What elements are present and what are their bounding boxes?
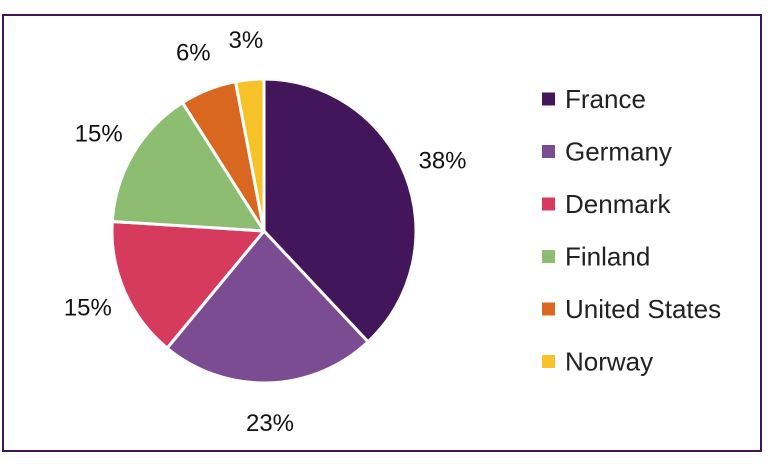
percent-label-finland: 15%: [75, 120, 123, 147]
legend-label-norway: Norway: [565, 347, 653, 377]
pie-slice-france: [262, 77, 418, 344]
legend-swatch-norway: [542, 355, 555, 368]
percent-label-denmark: 15%: [64, 294, 112, 321]
legend-item-norway: Norway: [542, 347, 653, 377]
legend-label-united-states: United States: [565, 294, 721, 324]
percent-label-norway: 3%: [229, 27, 264, 54]
pie-slice-germany: [165, 229, 370, 385]
legend: France Germany Denmark Finland United States…: [542, 84, 721, 377]
legend-swatch-finland: [542, 250, 555, 263]
percent-label-france: 38%: [418, 147, 466, 174]
legend-item-united-states: United States: [542, 294, 721, 324]
pie-slices: [110, 77, 418, 385]
legend-label-germany: Germany: [565, 137, 672, 167]
legend-swatch-united-states: [542, 302, 555, 316]
legend-item-germany: Germany: [542, 137, 672, 167]
pie-percent-labels: 38% 23% 15% 15% 6% 3%: [64, 27, 467, 437]
legend-swatch-germany: [542, 145, 555, 158]
legend-label-denmark: Denmark: [565, 189, 671, 219]
legend-item-france: France: [542, 84, 646, 114]
legend-item-finland: Finland: [542, 242, 650, 272]
pie-slice-finland: [110, 101, 266, 233]
pie-slice-denmark: [110, 219, 266, 350]
percent-label-united-states: 6%: [176, 40, 211, 67]
percent-label-germany: 23%: [246, 410, 294, 437]
legend-item-denmark: Denmark: [542, 189, 671, 219]
legend-label-france: France: [565, 84, 646, 114]
legend-label-finland: Finland: [565, 242, 650, 272]
legend-swatch-france: [542, 92, 555, 106]
pie-slice-norway: [234, 77, 266, 233]
legend-swatch-denmark: [542, 197, 555, 211]
